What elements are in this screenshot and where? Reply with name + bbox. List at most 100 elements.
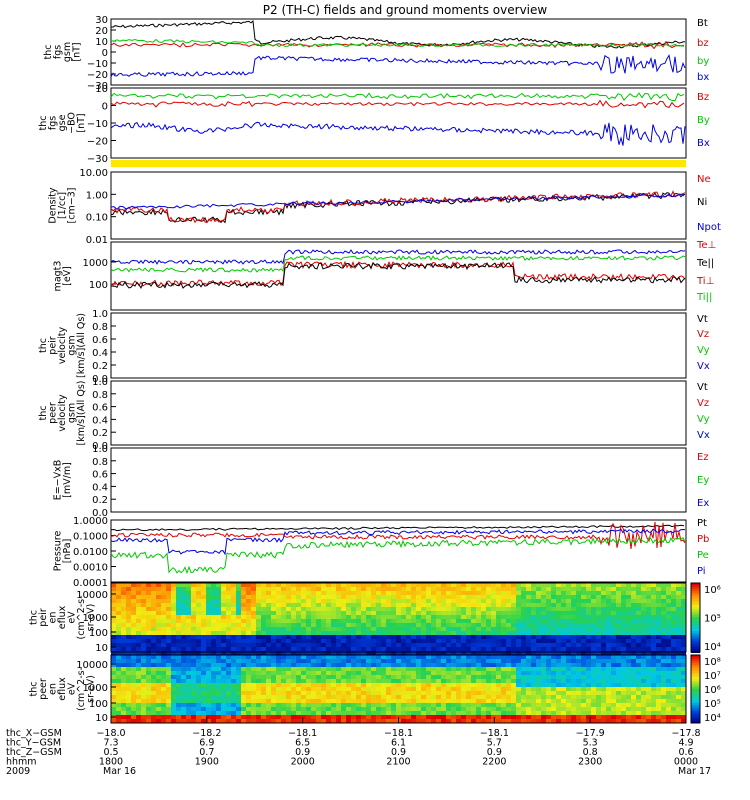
spectro-cell [636,671,641,675]
spectro-cell [636,683,641,687]
spectro-cell [641,699,646,703]
spectro-cell [546,679,551,683]
spectro-cell [356,627,361,631]
spectro-cell [111,667,116,671]
spectro-cell [326,591,331,595]
spectro-cell [441,643,446,647]
spectro-cell [246,587,251,591]
spectro-cell [241,591,246,595]
spectro-cell [236,695,241,699]
spectro-cell [531,659,536,663]
spectro-cell [311,667,316,671]
panel-frame [110,87,687,159]
spectro-cell [351,647,356,651]
spectro-cell [481,719,486,723]
spectro-cell [121,591,126,595]
spectro-cell [226,651,231,655]
spectro-cell [411,583,416,587]
spectro-cell [646,655,651,659]
spectro-cell [271,623,276,627]
spectro-cell [301,719,306,723]
spectro-cell [191,667,196,671]
spectro-cell [551,675,556,679]
spectro-cell [126,695,131,699]
spectro-cell [281,651,286,655]
spectro-cell [151,631,156,635]
spectro-cell [596,611,601,615]
spectro-cell [596,647,601,651]
spectro-cell [246,667,251,671]
y-tick-label: 0.0100 [73,547,108,558]
spectro-cell [511,615,516,619]
spectro-cell [111,599,116,603]
spectro-cell [351,691,356,695]
spectro-cell [156,591,161,595]
spectro-cell [446,583,451,587]
spectro-cell [661,651,666,655]
spectro-cell [621,619,626,623]
spectro-cell [656,619,661,623]
spectro-cell [291,647,296,651]
spectro-cell [526,671,531,675]
spectro-cell [151,659,156,663]
spectro-cell [131,703,136,707]
spectro-cell [541,631,546,635]
colorbar-cell [691,635,700,637]
spectro-cell [211,663,216,667]
spectro-cell [471,583,476,587]
spectro-cell [661,663,666,667]
spectro-cell [481,619,486,623]
spectro-cell [471,679,476,683]
spectro-cell [301,699,306,703]
spectro-cell [556,667,561,671]
spectro-cell [526,703,531,707]
spectro-cell [131,607,136,611]
spectro-cell [306,627,311,631]
spectro-cell [316,619,321,623]
spectro-cell [266,603,271,607]
spectro-cell [411,615,416,619]
spectro-cell [526,627,531,631]
spectro-cell [671,611,676,615]
spectro-cell [136,711,141,715]
spectro-cell [166,675,171,679]
spectro-cell [481,631,486,635]
spectro-cell [261,679,266,683]
spectro-cell [471,691,476,695]
spectro-cell [646,683,651,687]
spectro-cell [396,635,401,639]
spectro-cell [536,603,541,607]
spectro-cell [346,619,351,623]
spectro-cell [681,667,686,671]
spectro-cell [251,691,256,695]
spectro-cell [131,683,136,687]
spectro-cell [436,647,441,651]
spectro-cell [386,583,391,587]
spectro-cell [681,627,686,631]
spectro-cell [421,591,426,595]
spectro-cell [621,711,626,715]
y-tick-label: 0 [102,102,108,113]
spectro-cell [331,643,336,647]
spectro-cell [661,595,666,599]
spectro-cell [461,619,466,623]
spectro-cell [576,599,581,603]
y-label-line: E=−VxB [52,460,63,501]
spectro-cell [381,695,386,699]
spectro-cell [456,719,461,723]
spectro-cell [141,591,146,595]
spectro-cell [671,623,676,627]
spectro-cell [501,639,506,643]
spectro-cell [536,679,541,683]
spectro-cell [536,687,541,691]
spectro-cell [651,659,656,663]
spectro-cell [221,595,226,599]
spectro-cell [246,679,251,683]
spectro-cell [481,707,486,711]
spectro-cell [656,603,661,607]
spectro-cell [576,619,581,623]
spectro-cell [241,715,246,719]
spectro-cell [421,611,426,615]
spectro-cell [481,583,486,587]
